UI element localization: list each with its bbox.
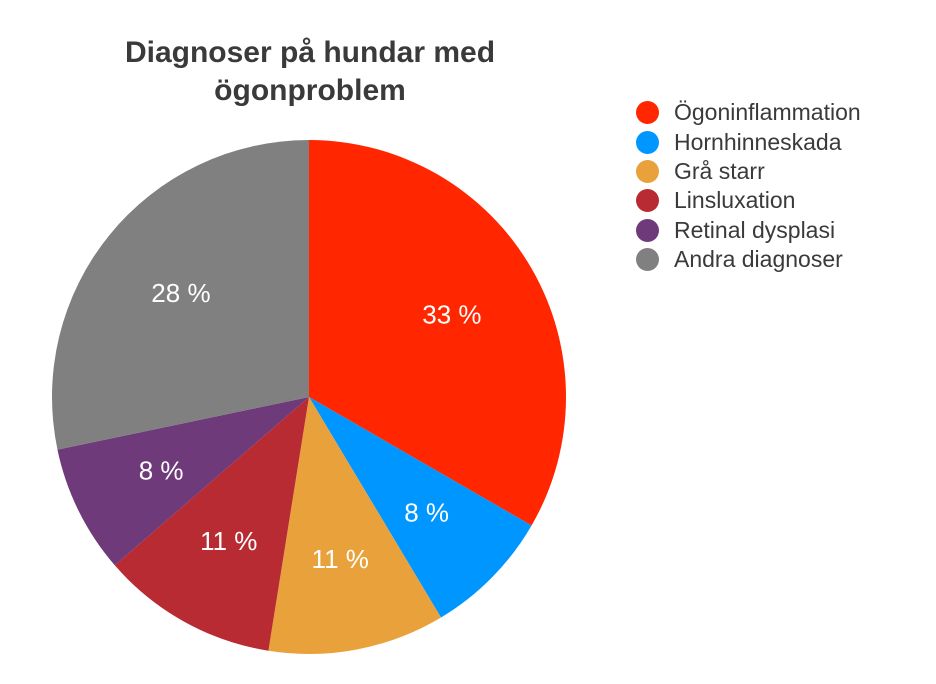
legend-label: Ögoninflammation: [674, 99, 861, 126]
legend-swatch: [636, 218, 659, 242]
chart-title: Diagnoser på hundar med ögonproblem: [60, 34, 560, 110]
chart-title-line-2: ögonproblem: [214, 74, 406, 107]
slice-data-label: 8 %: [139, 455, 184, 485]
legend-item: Andra diagnoser: [636, 245, 861, 274]
legend: Ögoninflammation Hornhinneskada Grå starr L…: [636, 98, 861, 274]
pie-slice-3: [114, 397, 309, 651]
slice-data-label: 11 %: [312, 544, 369, 574]
legend-swatch: [636, 248, 659, 272]
legend-label: Linsluxation: [674, 187, 796, 214]
legend-item: Hornhinneskada: [636, 127, 861, 156]
legend-swatch: [636, 189, 659, 213]
chart-title-line-1: Diagnoser på hundar med: [124, 36, 496, 69]
legend-label: Retinal dysplasi: [674, 216, 836, 243]
legend-swatch: [636, 159, 659, 183]
pie-slice-4: [57, 397, 310, 566]
pie-slice-2: [268, 397, 442, 654]
pie-slice-5: [51, 140, 309, 450]
slice-data-label: 33 %: [422, 300, 481, 330]
legend-label: Grå starr: [674, 157, 765, 184]
legend-item: Retinal dysplasi: [636, 216, 861, 245]
pie-slice-0: [309, 140, 566, 526]
slice-data-label: 28 %: [151, 278, 210, 308]
legend-swatch: [636, 130, 659, 154]
legend-label: Andra diagnoser: [674, 246, 843, 273]
legend-label: Hornhinneskada: [674, 128, 842, 155]
legend-item: Linsluxation: [636, 186, 861, 215]
legend-item: Grå starr: [636, 157, 861, 186]
slice-data-label: 8 %: [404, 498, 449, 528]
pie-slice-1: [309, 397, 532, 618]
legend-swatch: [636, 101, 659, 125]
legend-item: Ögoninflammation: [636, 98, 861, 127]
slice-data-label: 11 %: [200, 526, 257, 556]
